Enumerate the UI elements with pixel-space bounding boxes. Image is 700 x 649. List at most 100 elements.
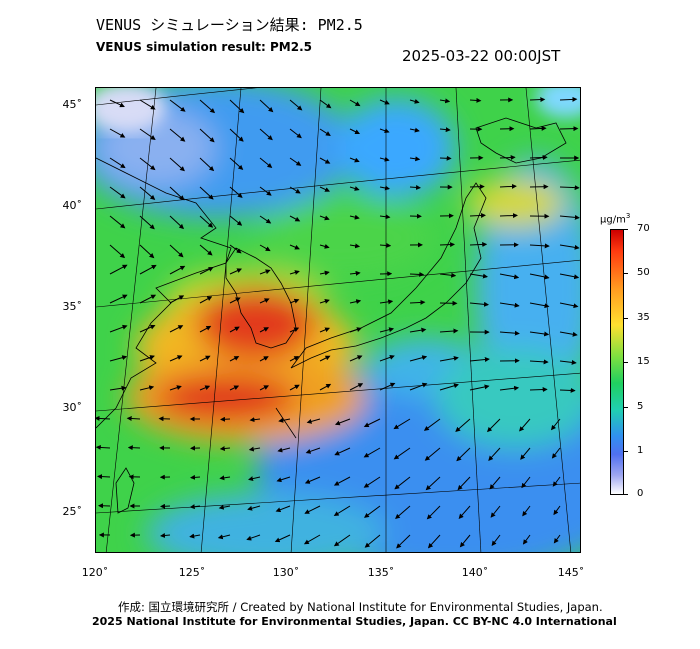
wind-arrow bbox=[109, 99, 125, 108]
wind-arrow bbox=[219, 475, 231, 481]
wind-arrow bbox=[363, 476, 381, 488]
wind-arrow bbox=[259, 385, 269, 391]
wind-arrow bbox=[459, 534, 471, 548]
wind-arrow bbox=[409, 156, 421, 162]
wind-arrow bbox=[439, 355, 459, 362]
wind-arrow bbox=[363, 447, 381, 458]
wind-arrow bbox=[169, 385, 182, 391]
wind-vectors bbox=[96, 96, 580, 549]
wind-arrow bbox=[275, 505, 291, 513]
wind-arrow bbox=[522, 505, 531, 517]
wind-arrow bbox=[319, 186, 331, 192]
wind-arrow bbox=[229, 385, 240, 391]
wind-arrow bbox=[499, 183, 517, 189]
wind-arrow bbox=[393, 418, 411, 430]
wind-arrow bbox=[139, 157, 156, 171]
wind-arrow bbox=[199, 215, 214, 228]
wind-arrow bbox=[379, 299, 394, 305]
wind-arrow bbox=[522, 534, 531, 545]
wind-arrow bbox=[455, 418, 471, 432]
wind-arrow bbox=[333, 534, 351, 547]
license-line: 2025 National Institute for Environmenta… bbox=[92, 615, 617, 628]
wind-arrow bbox=[409, 299, 426, 305]
wind-arrow bbox=[139, 264, 157, 275]
wind-arrow bbox=[289, 356, 300, 362]
wind-arrow bbox=[274, 534, 291, 543]
wind-arrow bbox=[126, 416, 141, 422]
wind-arrow bbox=[319, 128, 331, 136]
lat-label-45: 45˚ bbox=[62, 98, 83, 111]
wind-arrow bbox=[393, 447, 411, 460]
wind-arrow bbox=[458, 505, 471, 519]
wind-arrow bbox=[364, 534, 381, 548]
wind-arrow bbox=[334, 418, 351, 426]
wind-arrow bbox=[289, 215, 301, 222]
wind-arrow bbox=[499, 385, 520, 391]
wind-arrow bbox=[439, 242, 456, 248]
wind-arrow bbox=[109, 324, 128, 333]
wind-arrow bbox=[259, 244, 271, 252]
wind-arrow bbox=[469, 384, 490, 391]
wind-arrow bbox=[259, 215, 272, 224]
wind-arrow bbox=[379, 185, 390, 191]
wind-arrow bbox=[559, 331, 578, 337]
wind-arrow bbox=[529, 273, 550, 280]
lon-label-135: 135˚ bbox=[367, 566, 395, 579]
wind-arrow bbox=[559, 273, 580, 280]
wind-arrow bbox=[199, 99, 216, 114]
wind-arrow bbox=[499, 273, 520, 280]
wind-arrow bbox=[409, 127, 420, 133]
wind-arrow bbox=[379, 355, 395, 362]
wind-arrow bbox=[349, 99, 361, 107]
wind-arrow bbox=[469, 97, 482, 103]
wind-arrow bbox=[551, 447, 561, 459]
colorbar-tick-50: 50 bbox=[637, 267, 650, 278]
wind-arrow bbox=[139, 324, 156, 333]
wind-arrow bbox=[409, 355, 428, 362]
wind-arrow bbox=[96, 444, 111, 450]
wind-arrow bbox=[109, 355, 128, 362]
wind-arrow bbox=[319, 243, 330, 249]
wind-arrow bbox=[259, 298, 270, 304]
wind-arrow bbox=[519, 418, 531, 432]
wind-arrow bbox=[97, 474, 111, 480]
wind-arrow bbox=[199, 244, 213, 256]
wind-arrow bbox=[199, 355, 211, 362]
wind-arrow bbox=[248, 476, 261, 482]
wind-arrow bbox=[249, 417, 261, 423]
wind-arrow bbox=[553, 534, 561, 544]
wind-arrow bbox=[289, 270, 300, 275]
wind-arrow bbox=[379, 214, 391, 220]
wind-arrow bbox=[394, 476, 411, 490]
wind-arrow bbox=[469, 212, 486, 218]
wind-arrow bbox=[529, 125, 547, 131]
wind-arrow bbox=[490, 505, 501, 518]
wind-arrow bbox=[333, 505, 351, 517]
wind-arrow bbox=[169, 325, 184, 333]
wind-arrow bbox=[218, 504, 231, 510]
wind-arrow bbox=[469, 184, 485, 190]
wind-arrow bbox=[169, 215, 185, 230]
wind-arrow bbox=[289, 327, 300, 333]
wind-arrow bbox=[199, 157, 215, 172]
lat-label-25: 25˚ bbox=[62, 505, 83, 518]
wind-arrow bbox=[499, 154, 516, 160]
wind-arrow bbox=[278, 417, 291, 423]
wind-arrow bbox=[529, 387, 548, 393]
wind-arrow bbox=[189, 533, 201, 539]
wind-arrow bbox=[259, 157, 273, 169]
wind-arrow bbox=[229, 186, 243, 198]
colorbar-tick-5: 5 bbox=[637, 401, 644, 412]
wind-arrow bbox=[259, 356, 269, 362]
pm25-map-canvas bbox=[96, 88, 580, 552]
wind-arrow bbox=[349, 214, 360, 220]
wind-arrow bbox=[457, 476, 471, 491]
wind-arrow bbox=[229, 128, 244, 142]
wind-arrow bbox=[169, 355, 183, 362]
lon-label-145: 145˚ bbox=[557, 566, 585, 579]
wind-arrow bbox=[550, 418, 561, 431]
wind-arrow bbox=[333, 476, 351, 486]
graticule bbox=[96, 88, 580, 552]
wind-arrow bbox=[289, 244, 300, 250]
wind-arrow bbox=[469, 357, 490, 362]
